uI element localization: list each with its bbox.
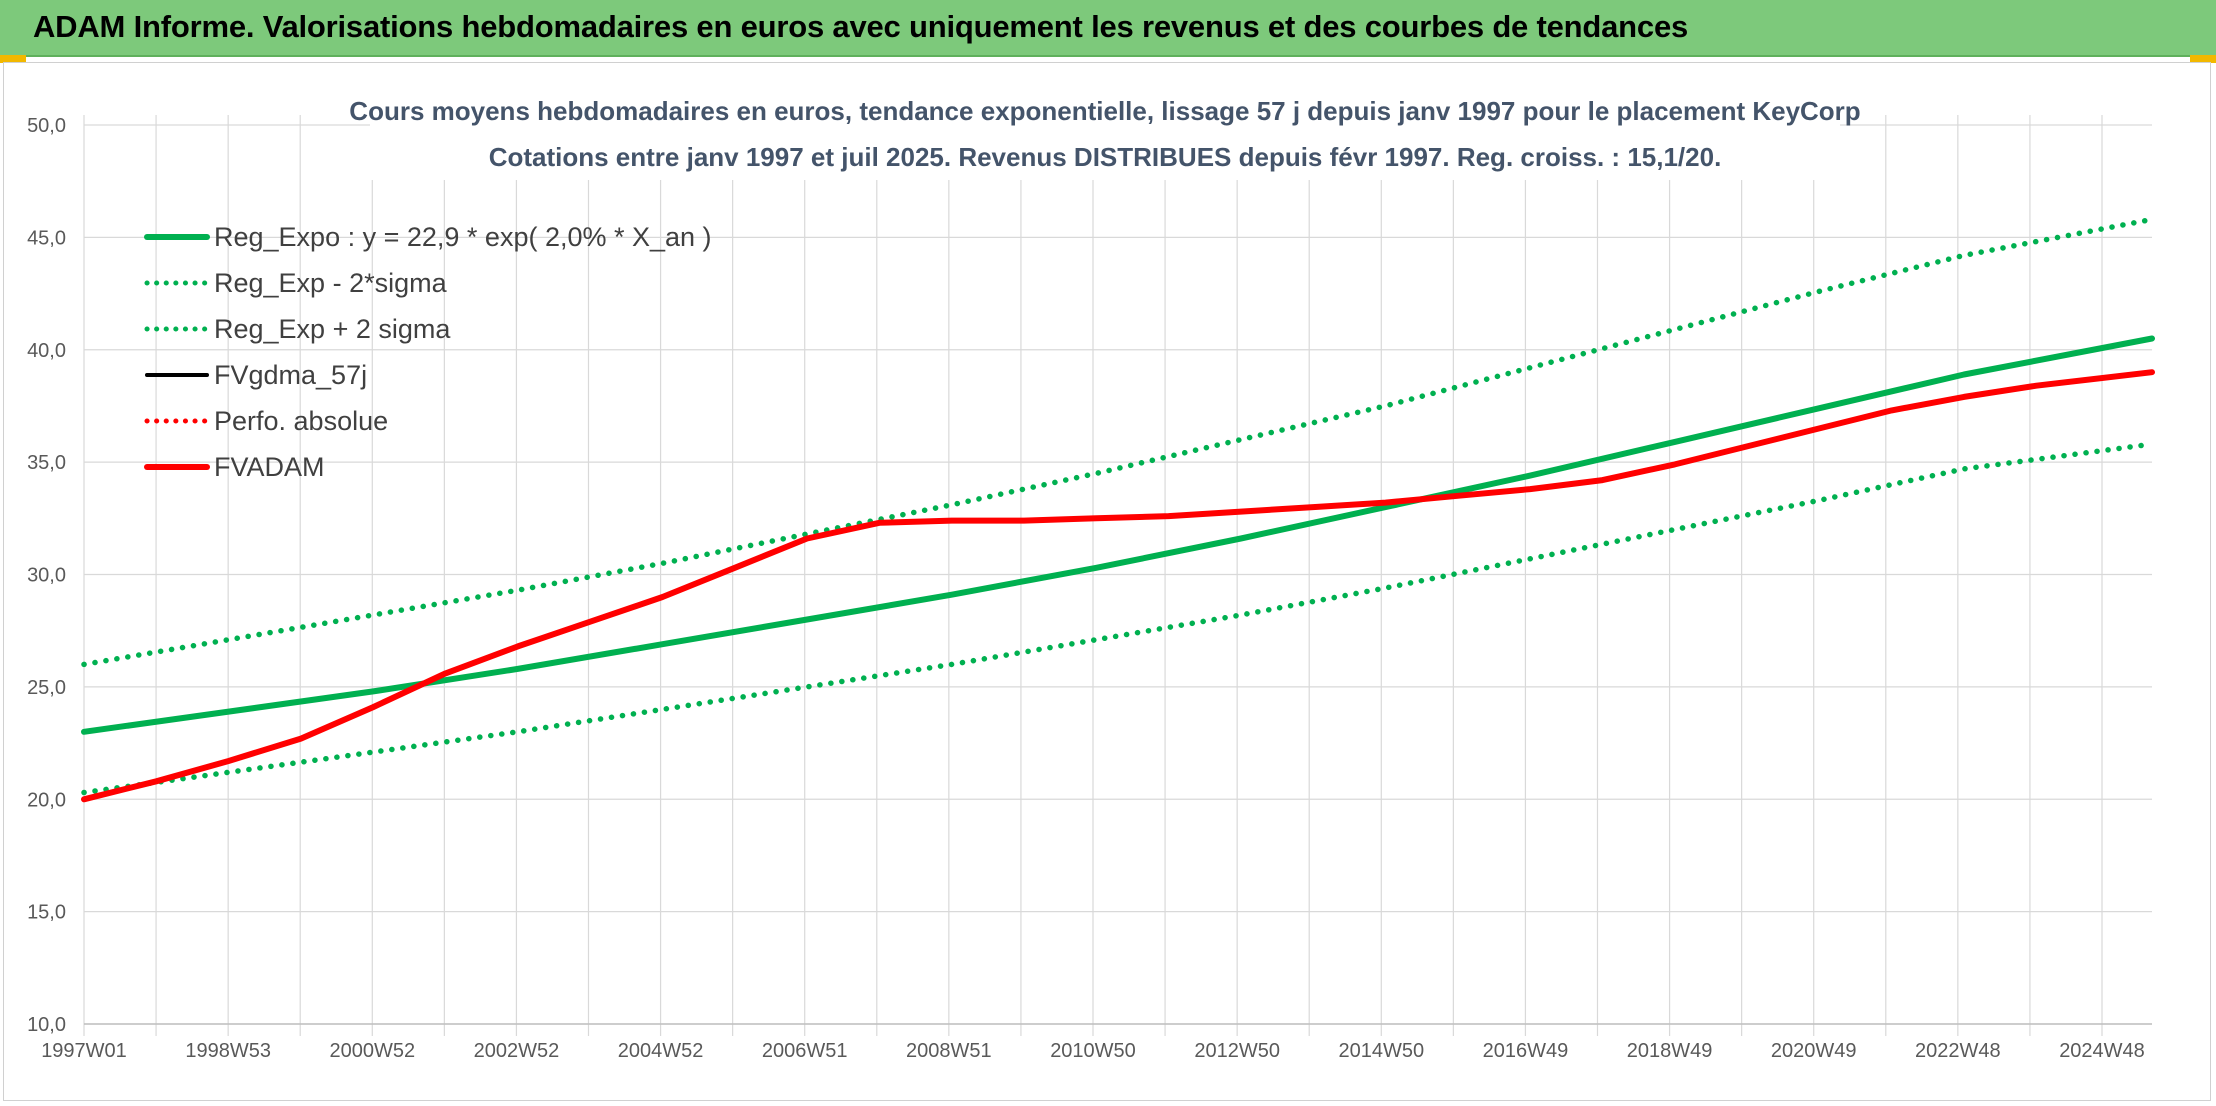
y-tick-label: 50,0 xyxy=(27,115,66,137)
x-tick-label: 2012W50 xyxy=(1194,1040,1280,1062)
x-tick-label: 2004W52 xyxy=(618,1040,704,1062)
y-axis-ticks: 50,0 45,0 40,0 35,0 30,0 25,0 20,0 15,0 10,0 xyxy=(27,115,66,1036)
y-tick-label: 30,0 xyxy=(27,565,66,587)
x-tick-label: 2022W48 xyxy=(1915,1040,2001,1062)
legend-label-3: FVgdma_57j xyxy=(214,360,367,390)
grid-layer xyxy=(83,115,2152,1036)
x-tick-label: 1998W53 xyxy=(185,1040,271,1062)
legend-label-0: Reg_Expo : y = 22,9 * exp( 2,0% * X_an ) xyxy=(214,222,712,252)
y-tick-label: 25,0 xyxy=(27,677,66,699)
x-tick-label: 2000W52 xyxy=(329,1040,415,1062)
x-tick-label: 2006W51 xyxy=(762,1040,848,1062)
series-line-0 xyxy=(81,335,2155,735)
legend-label-5: FVADAM xyxy=(214,452,325,482)
legend-label-1: Reg_Exp - 2*sigma xyxy=(214,268,448,298)
series-layer xyxy=(81,216,2155,803)
y-tick-label: 20,0 xyxy=(27,789,66,811)
report-banner: ADAM Informe. Valorisations hebdomadaire… xyxy=(0,0,2216,57)
y-tick-label: 40,0 xyxy=(27,340,66,362)
chart-frame xyxy=(3,62,2211,1101)
y-tick-label: 45,0 xyxy=(27,227,66,249)
y-tick-label: 15,0 xyxy=(27,902,66,924)
x-tick-label: 2002W52 xyxy=(474,1040,560,1062)
report-title: ADAM Informe. Valorisations hebdomadaire… xyxy=(33,9,1689,44)
x-tick-label: 1997W01 xyxy=(41,1040,127,1062)
x-tick-label: 2020W49 xyxy=(1771,1040,1857,1062)
legend: Reg_Expo : y = 22,9 * exp( 2,0% * X_an )… xyxy=(144,222,712,482)
corner-marker-right xyxy=(2190,55,2216,63)
chart-title: Cours moyens hebdomadaires en euros, ten… xyxy=(349,96,1860,126)
x-tick-label: 2024W48 xyxy=(2059,1040,2145,1062)
x-axis-ticks: 1997W01 1998W53 2000W52 2002W52 2004W52 2006W… xyxy=(41,1040,2145,1062)
y-tick-label: 10,0 xyxy=(27,1014,66,1036)
x-tick-label: 2010W50 xyxy=(1050,1040,1136,1062)
series-line-5 xyxy=(81,369,2155,803)
y-tick-label: 35,0 xyxy=(27,452,66,474)
x-tick-label: 2014W50 xyxy=(1338,1040,1424,1062)
legend-label-2: Reg_Exp + 2 sigma xyxy=(214,314,451,344)
series-line-2 xyxy=(81,216,2155,668)
series-line-1 xyxy=(81,441,2155,796)
x-tick-label: 2008W51 xyxy=(906,1040,992,1062)
corner-marker-left xyxy=(0,55,26,63)
legend-label-4: Perfo. absolue xyxy=(214,406,388,436)
x-tick-label: 2016W49 xyxy=(1483,1040,1569,1062)
title-background xyxy=(370,92,1840,180)
x-tick-label: 2018W49 xyxy=(1627,1040,1713,1062)
chart-subtitle: Cotations entre janv 1997 et juil 2025. … xyxy=(489,142,1722,172)
